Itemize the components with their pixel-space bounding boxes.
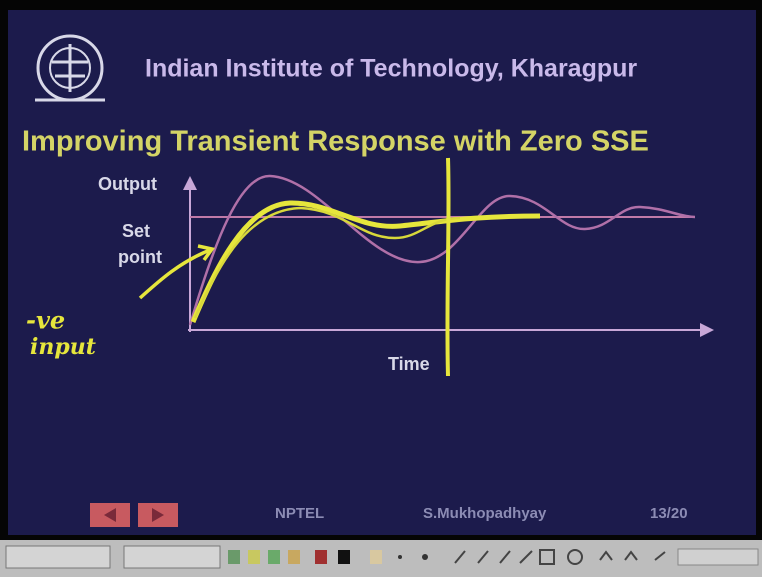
slide-title: Improving Transient Response with Zero S… — [22, 126, 649, 158]
prev-icon — [104, 508, 116, 522]
x-axis-label: Time — [388, 354, 430, 374]
set-point-arrow — [138, 244, 215, 300]
taskbar-button[interactable] — [5, 545, 111, 569]
set-point-label: point — [118, 247, 162, 267]
improved-response-sketch — [193, 206, 461, 319]
next-icon — [152, 508, 164, 522]
toolbar-icons — [228, 548, 759, 566]
slide — [8, 10, 756, 535]
footer-source: NPTEL — [275, 505, 324, 522]
taskbar-button[interactable] — [123, 545, 221, 569]
header-title: Indian Institute of Technology, Kharagpu… — [145, 55, 637, 83]
oscillating-response — [188, 174, 696, 326]
set-point-label: Set — [122, 221, 150, 241]
handwritten-note: -ve — [26, 306, 65, 335]
footer-page: 13/20 — [650, 505, 688, 522]
handwritten-note: input — [30, 334, 96, 360]
improved-response — [190, 200, 541, 323]
time-marker — [445, 157, 451, 377]
y-axis-label: Output — [98, 174, 157, 194]
logo — [35, 34, 105, 102]
footer-author: S.Mukhopadhyay — [423, 505, 547, 522]
